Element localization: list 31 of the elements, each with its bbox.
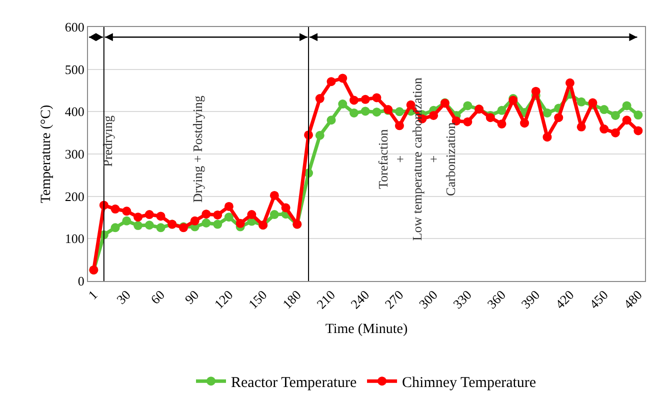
y-tick-label: 400 <box>64 104 84 120</box>
x-tick-label: 120 <box>211 287 236 312</box>
x-tick-label: 210 <box>314 287 338 312</box>
x-tick-label: 150 <box>245 287 270 312</box>
x-tick-label: 300 <box>416 287 440 312</box>
y-tick-label: 600 <box>64 20 84 35</box>
annotation: Predrying <box>100 115 116 167</box>
y-axis-title: Temperature (°C) <box>39 104 54 204</box>
y-tick-label: 300 <box>64 146 84 162</box>
y-tick-label: 0 <box>78 274 84 289</box>
annotation: Drying + Postdrying <box>190 95 205 203</box>
y-tick-label: 500 <box>64 62 84 77</box>
x-tick-label: 30 <box>114 287 134 308</box>
x-tick-label: 1 <box>85 287 100 302</box>
x-tick-label: 390 <box>518 287 543 312</box>
x-tick-label: 90 <box>182 287 202 308</box>
x-tick-label: 60 <box>148 287 168 308</box>
annotation: Torefaction + Low temperature carbonization + Carbonization <box>376 77 458 241</box>
x-tick-label: 450 <box>586 287 611 312</box>
x-tick-label: 180 <box>279 287 304 312</box>
y-tick-label: 200 <box>64 188 84 204</box>
x-tick-label: 240 <box>348 287 372 312</box>
x-tick-label: 360 <box>484 287 508 312</box>
x-tick-label: 480 <box>620 287 645 312</box>
x-tick-label: 420 <box>552 287 577 312</box>
legend-label: Reactor Temperature <box>231 374 358 391</box>
x-axis-title: Time (Minute) <box>325 322 408 337</box>
y-tick-label: 100 <box>64 231 84 246</box>
x-tick-label: 270 <box>382 287 406 312</box>
x-tick-label: 330 <box>450 287 474 312</box>
legend-label: Chimney Temperature <box>402 374 536 391</box>
